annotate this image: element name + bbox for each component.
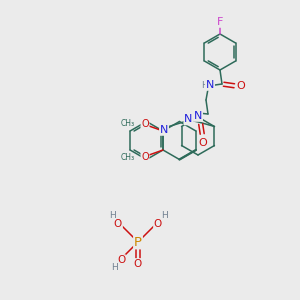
Text: H: H	[109, 211, 116, 220]
Text: N: N	[206, 80, 214, 90]
Text: O: O	[141, 119, 149, 129]
Text: N: N	[184, 115, 193, 124]
Text: P: P	[134, 236, 142, 248]
Text: O: O	[141, 152, 149, 162]
Text: O: O	[114, 219, 122, 229]
Text: CH₃: CH₃	[121, 119, 135, 128]
Text: O: O	[198, 137, 207, 148]
Text: O: O	[117, 255, 125, 265]
Text: N: N	[160, 125, 168, 135]
Text: H: H	[162, 212, 168, 220]
Text: O: O	[134, 259, 142, 269]
Text: F: F	[217, 17, 223, 27]
Text: O: O	[154, 219, 162, 229]
Text: O: O	[237, 81, 245, 91]
Text: H: H	[112, 263, 118, 272]
Text: CH₃: CH₃	[121, 152, 135, 161]
Text: N: N	[194, 111, 202, 121]
Text: H: H	[201, 80, 207, 89]
